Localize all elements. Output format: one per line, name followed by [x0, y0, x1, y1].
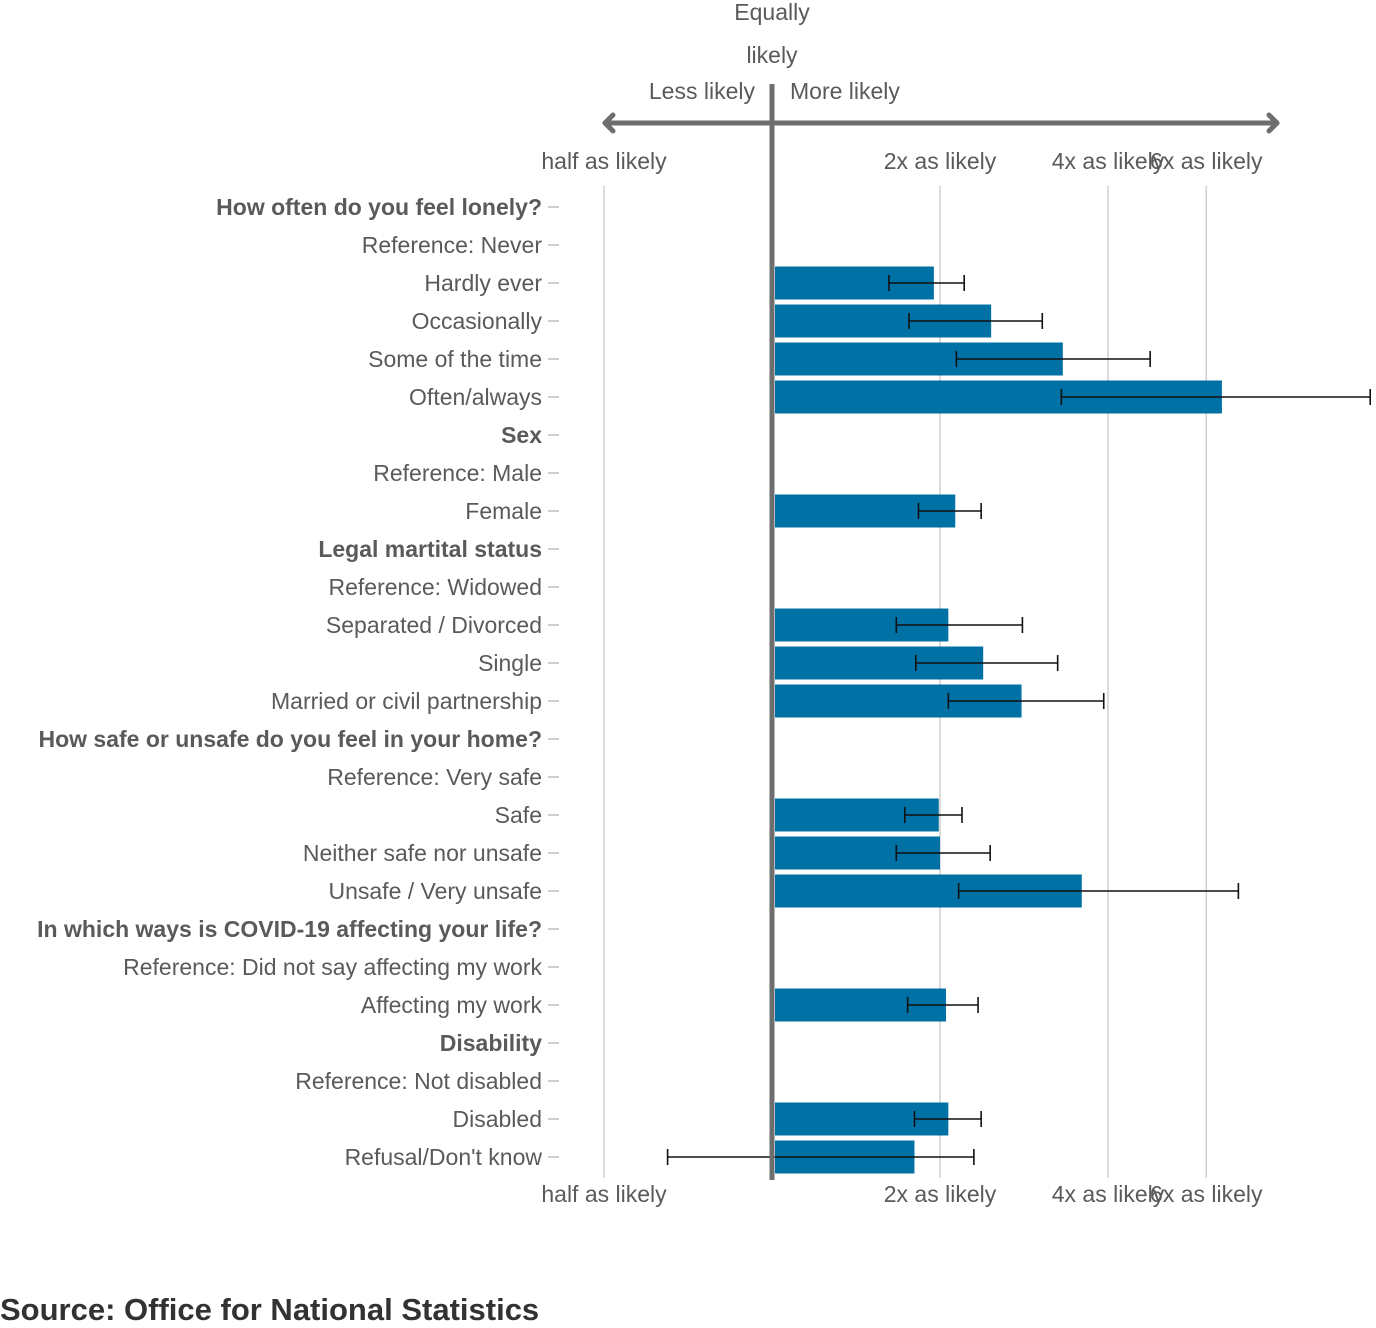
row-label: Safe: [495, 802, 542, 828]
equally-likely-label-line2: likely: [746, 42, 798, 68]
row-label: Married or civil partnership: [271, 688, 542, 714]
row-label: Separated / Divorced: [326, 612, 542, 638]
group-heading-label: In which ways is COVID-19 affecting your…: [37, 916, 542, 942]
tick-label-bottom: half as likely: [541, 1181, 667, 1207]
row-label: Unsafe / Very unsafe: [328, 878, 542, 904]
tick-label-bottom: 6x as likely: [1150, 1181, 1263, 1207]
less-likely-label: Less likely: [649, 78, 756, 104]
row-label: Reference: Very safe: [327, 764, 542, 790]
row-label: Occasionally: [412, 308, 543, 334]
row-label: Reference: Widowed: [329, 574, 543, 600]
row-label: Hardly ever: [424, 270, 542, 296]
more-likely-label: More likely: [790, 78, 900, 104]
tick-label-top: 4x as likely: [1052, 148, 1165, 174]
group-heading-label: Sex: [501, 422, 542, 448]
equally-likely-label-line1: Equally: [734, 0, 810, 25]
row-label: Reference: Did not say affecting my work: [123, 954, 542, 980]
row-label: Reference: Not disabled: [295, 1068, 542, 1094]
row-label: Female: [465, 498, 542, 524]
row-label: Some of the time: [368, 346, 542, 372]
row-label: Reference: Never: [362, 232, 543, 258]
bars: [775, 266, 1222, 1174]
tick-label-top: 2x as likely: [884, 148, 997, 174]
row-label: Reference: Male: [373, 460, 542, 486]
error-bars: [666, 275, 1372, 1165]
row-label: Often/always: [409, 384, 542, 410]
group-heading-label: How safe or unsafe do you feel in your h…: [38, 726, 542, 752]
tick-label-bottom: 2x as likely: [884, 1181, 997, 1207]
row-label: Refusal/Don't know: [345, 1144, 543, 1170]
source-note: Source: Office for National Statistics: [0, 1292, 540, 1327]
tick-label-top: half as likely: [541, 148, 667, 174]
group-heading-label: Disability: [440, 1030, 542, 1056]
tick-label-top: 6x as likely: [1150, 148, 1263, 174]
row-labels: How often do you feel lonely? Reference: …: [37, 194, 559, 1170]
group-heading-label: Legal martital status: [318, 536, 542, 562]
direction-arrow: [602, 112, 1280, 134]
group-heading-label: How often do you feel lonely?: [216, 194, 542, 220]
row-label: Single: [478, 650, 542, 676]
row-label: Neither safe nor unsafe: [303, 840, 542, 866]
row-label: Affecting my work: [361, 992, 543, 1018]
row-label: Disabled: [453, 1106, 543, 1132]
axis-ticks: half as likely half as likely 2x as likely…: [541, 148, 1263, 1207]
odds-ratio-chart: How often do you feel lonely? Reference: …: [37, 0, 1372, 1207]
tick-label-bottom: 4x as likely: [1052, 1181, 1165, 1207]
